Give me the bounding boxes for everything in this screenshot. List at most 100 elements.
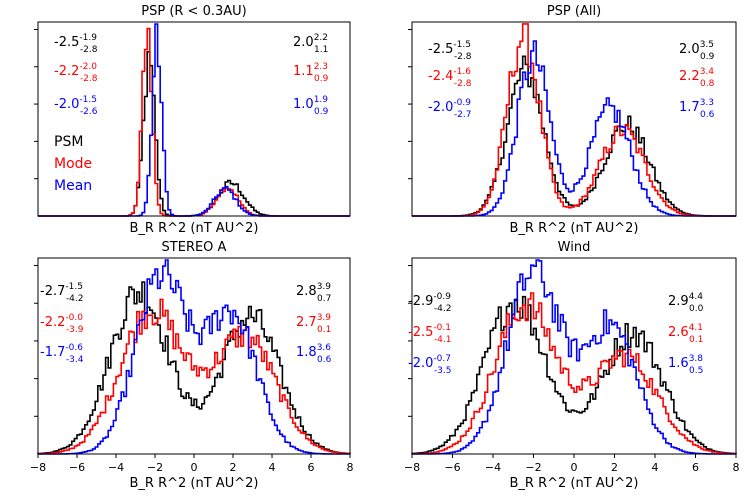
panel-title: PSP (R < 0.3AU) [141,4,246,19]
annot-sub: 1.1 [314,45,328,55]
x-axis-label: B_R R^2 (nT AU^2) [510,476,639,491]
annot-sup: -0.9 [453,98,471,108]
annot-sup: -1.9 [79,33,97,43]
legend-mode: Mode [54,156,92,172]
annot-sup: 3.6 [317,343,332,353]
y-ticks [408,265,412,417]
annot-sub: 0.5 [689,366,703,376]
annot-mean-right: 1.01.9 0.9 [293,95,329,117]
panel-stereo-a: STEREO A −8 −6 −4 −2 0 2 4 6 8 B_R R^2 (nT AU^2)… [30,240,354,491]
panel-title: PSP (All) [547,4,601,19]
annot-psm-left: -2.9-0.9 -4.2 [408,292,452,314]
annot-value: -2.7 [40,284,65,299]
annot-sub: 0.0 [689,304,704,314]
legend-mean: Mean [54,178,92,194]
annot-sub: -2.8 [454,52,472,62]
annot-sup: -1.5 [79,95,97,105]
annot-mean-left: -2.0-1.5 -2.6 [54,95,98,117]
x-tick-label: 8 [733,461,740,474]
legend-psm: PSM [54,134,83,150]
annot-value: 1.6 [668,356,689,371]
annot-mode-left: -2.2-0.0 -3.9 [40,313,84,335]
annot-sub: -3.4 [66,355,84,365]
annot-sup: 4.4 [689,292,704,302]
annot-sub: -2.7 [454,110,472,120]
x-tick-label: −4 [485,461,501,474]
y-ticks [34,28,38,180]
x-tick-label: 4 [269,461,276,474]
x-tick-label: 4 [652,461,659,474]
annot-value: 2.8 [296,284,317,299]
annot-sub: 0.9 [314,74,329,84]
histogram-lines [411,259,737,455]
annot-sup: -0.9 [433,292,451,302]
annot-mean-left: -1.7-0.6 -3.4 [40,343,84,365]
annot-sub: -2.6 [80,107,98,117]
panel-wind: Wind −8 −6 −4 −2 0 2 4 6 8 B_R R^2 (nT AU^2) -2.… [404,240,740,491]
annot-sup: -0.6 [65,343,83,353]
annot-sup: 3.8 [689,354,704,364]
annot-value: 2.0 [293,35,314,50]
y-ticks [408,28,412,180]
x-tick-label: −6 [69,461,85,474]
annot-value: 2.9 [668,294,689,309]
annot-sub: 0.9 [700,52,715,62]
series-mean [412,40,736,217]
annot-value: -2.5 [54,35,79,50]
annot-sub: 0.8 [700,79,715,89]
annot-sup: -0.7 [433,354,451,364]
annot-sub: 0.9 [314,107,329,117]
annot-sup: 1.9 [314,95,329,105]
annot-sup: 3.4 [700,67,715,77]
annot-sup: 3.3 [700,98,714,108]
annot-sub: -4.2 [434,304,452,314]
annot-mean-left: -2.0-0.9 -2.7 [428,98,472,120]
annot-sup: 3.9 [317,282,332,292]
series-mean [412,259,736,455]
annot-mode-right: 2.73.9 0.1 [296,313,331,335]
x-tick-label: −8 [30,461,46,474]
x-axis-label: B_R R^2 (nT AU^2) [130,221,259,236]
annot-psm-right: 2.03.5 0.9 [679,40,715,62]
panel-psp-inner: PSP (R < 0.3AU) B_R R^2 (nT AU^2) -2.5-1… [34,4,351,236]
annot-sub: -4.1 [434,335,452,345]
annot-sub: 0.1 [317,325,331,335]
annot-mean-right: 1.63.8 0.5 [668,354,703,376]
x-ticks: −8 −6 −4 −2 0 2 4 6 8 [30,454,354,474]
annot-sup: -1.5 [453,40,471,50]
annot-sub: 0.7 [317,294,331,304]
x-axis-label: B_R R^2 (nT AU^2) [510,221,639,236]
annot-sup: 3.9 [317,313,332,323]
annot-value: -2.0 [428,100,453,115]
annot-mode-right: 1.12.3 0.9 [293,62,329,84]
annot-mode-right: 2.23.4 0.8 [679,67,715,89]
annot-sup: 4.1 [689,323,703,333]
annot-sub: -3.5 [434,366,452,376]
annot-psm-right: 2.02.2 1.1 [293,33,328,55]
x-tick-label: −2 [147,461,163,474]
annot-mean-right: 1.83.6 0.6 [296,343,332,365]
x-tick-label: 0 [191,461,198,474]
x-axis-label: B_R R^2 (nT AU^2) [130,476,259,491]
annot-mode-left: -2.4-1.6 -2.8 [428,67,472,89]
x-tick-label: 2 [230,461,237,474]
series-mode [412,23,736,217]
x-tick-label: 8 [347,461,354,474]
annot-value: -2.5 [428,42,453,57]
annot-sub: 0.1 [689,335,703,345]
series-mean [38,259,350,455]
annot-value: 2.2 [679,69,700,84]
series-mode [411,292,737,455]
annot-sup: -1.5 [65,282,83,292]
annot-sub: 0.6 [700,110,715,120]
annot-sub: -2.8 [454,79,472,89]
series-psm [411,295,737,455]
annot-sup: -0.1 [433,323,451,333]
annot-mean-left: -2.0-0.7 -3.5 [408,354,452,376]
annot-value: 2.0 [679,42,700,57]
histogram-lines [37,259,351,455]
annot-sup: -1.6 [453,67,471,77]
annot-value: -2.5 [408,325,433,340]
annot-sub: -4.2 [66,294,84,304]
annot-sup: 2.2 [314,33,328,43]
